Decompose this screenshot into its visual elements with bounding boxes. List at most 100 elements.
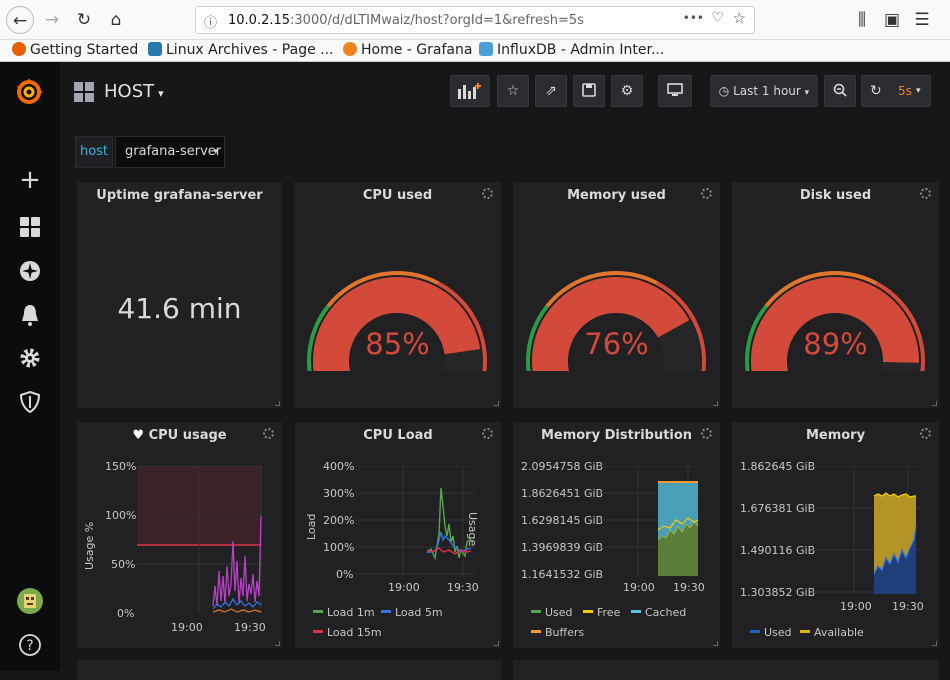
legend-item[interactable]: Load 15m (313, 626, 382, 639)
pocket-icon[interactable]: ♡ (711, 10, 724, 26)
gauge-threshold-band (875, 281, 925, 371)
panel-title[interactable]: Memory (805, 428, 866, 443)
resize-handle[interactable] (275, 401, 280, 406)
save-button[interactable] (573, 75, 605, 107)
bookmark-linux-archives[interactable]: Linux Archives - Page ... (148, 42, 334, 58)
legend-item[interactable]: Used (750, 626, 792, 639)
x-tick: 19:30 (892, 600, 924, 613)
panel-memory-used[interactable]: Memory used 76% (513, 182, 720, 408)
cpu-usage-graph (137, 466, 262, 613)
menu-icon[interactable]: ☰ (914, 10, 930, 30)
help-icon[interactable]: ? (18, 633, 42, 657)
influxdb-favicon-icon (479, 42, 493, 56)
resize-handle[interactable] (713, 401, 718, 406)
view-mode-button[interactable] (658, 75, 692, 107)
gauge-threshold-band (656, 281, 706, 371)
legend-item[interactable]: Buffers (531, 626, 584, 639)
legend-swatch (800, 630, 810, 633)
y-tick: 1.1641532 GiB (521, 568, 604, 581)
legend-item[interactable]: Load 1m (313, 606, 375, 619)
time-picker-button[interactable]: ◷ Last 1 hour ▾ (710, 75, 818, 107)
gauge-threshold-band (764, 271, 878, 308)
gear-icon: ⚙ (620, 83, 634, 99)
x-tick: 19:00 (171, 621, 203, 634)
gauge-center (568, 313, 664, 371)
share-button[interactable]: ⇗ (535, 75, 567, 107)
bookmark-influxdb[interactable]: InfluxDB - Admin Inter... (479, 42, 664, 58)
y-tick: 400% (323, 460, 355, 473)
zoom-out-button[interactable] (824, 75, 856, 107)
grafana-logo-icon[interactable] (13, 76, 45, 108)
star-button[interactable]: ☆ (497, 75, 529, 107)
home-icon[interactable]: ⌂ (110, 10, 122, 30)
host-variable-select[interactable]: grafana-server ▾ (115, 136, 225, 168)
panel-partial-right[interactable] (513, 660, 939, 680)
panel-memory[interactable]: Memory 1.862645 GiB 1.676381 GiB 1.49011… (732, 422, 939, 648)
panel-title[interactable]: Uptime grafana-server (96, 188, 263, 203)
create-icon[interactable]: + (19, 165, 41, 195)
memory-distribution-graph (598, 466, 700, 576)
caret-down-icon: ▾ (916, 86, 921, 96)
y-axis-label: Load (305, 513, 318, 540)
info-icon[interactable]: ⓘ (204, 16, 218, 31)
x-tick: 19:00 (840, 600, 872, 613)
panel-title[interactable]: Memory used (567, 188, 666, 203)
panel-title[interactable]: Memory Distribution (540, 428, 693, 443)
resize-handle[interactable] (932, 401, 937, 406)
refresh-button[interactable]: ↻ 5s ▾ (861, 75, 931, 107)
panel-cpu-used[interactable]: CPU used 85% (294, 182, 501, 408)
legend-item[interactable]: Load 5m (381, 606, 443, 619)
forward-icon[interactable]: → (44, 10, 60, 30)
dashboard-title[interactable]: HOST ▾ (104, 81, 164, 102)
panel-partial-left[interactable] (77, 660, 501, 680)
legend-swatch (313, 630, 323, 633)
clock-icon: ◷ (718, 84, 730, 98)
settings-button[interactable]: ⚙ (611, 75, 643, 107)
panel-title[interactable]: CPU Load (363, 428, 433, 443)
resize-handle[interactable] (932, 641, 937, 646)
browser-toolbar: ← → ↻ ⌂ ⓘ 10.0.2.15:3000/d/dLTIMwaiz/hos… (0, 0, 950, 40)
sidebar-icon[interactable]: ▣ (883, 10, 901, 30)
gauge-value-arc (313, 277, 481, 371)
resize-handle[interactable] (275, 641, 280, 646)
loading-spinner-icon (920, 428, 931, 439)
back-icon[interactable]: ← (6, 6, 34, 34)
gauge-value: 89% (803, 327, 868, 361)
server-admin-shield-icon[interactable] (18, 390, 42, 414)
legend-item[interactable]: Available (800, 626, 864, 639)
bookmark-star-icon[interactable]: ☆ (732, 9, 746, 27)
legend-swatch (750, 630, 760, 633)
share-icon: ⇗ (545, 83, 557, 99)
reload-icon[interactable]: ↻ (76, 10, 92, 30)
user-avatar[interactable] (17, 588, 43, 614)
legend-item[interactable]: Used (531, 606, 573, 619)
cpu-used-gauge (307, 271, 487, 371)
resize-handle[interactable] (494, 641, 499, 646)
panel-title[interactable]: CPU used (362, 188, 433, 203)
explore-compass-icon[interactable] (18, 259, 42, 283)
resize-handle[interactable] (494, 401, 499, 406)
x-tick: 19:00 (623, 581, 655, 594)
caret-down-icon: ▾ (213, 147, 218, 157)
configuration-gear-icon[interactable] (18, 346, 42, 370)
legend-item[interactable]: Free (583, 606, 620, 619)
panel-uptime[interactable]: Uptime grafana-server 41.6 min (77, 182, 282, 408)
url-bar[interactable]: ⓘ 10.0.2.15:3000/d/dLTIMwaiz/host?orgId=… (195, 6, 755, 34)
panel-title[interactable]: ♥ CPU usage (132, 428, 227, 443)
legend-item[interactable]: Cached (631, 606, 686, 619)
panel-title[interactable]: Disk used (799, 188, 872, 203)
dashboards-icon[interactable] (18, 215, 42, 239)
bookmark-home-grafana[interactable]: Home - Grafana (343, 42, 472, 58)
resize-handle[interactable] (713, 641, 718, 646)
panel-cpu-usage[interactable]: ♥ CPU usage Usage % 150% 100% 50% 0% 19:… (77, 422, 282, 648)
panel-disk-used[interactable]: Disk used 89% (732, 182, 939, 408)
y-axis-label: Usage % (83, 521, 96, 570)
alerting-bell-icon[interactable] (18, 303, 42, 327)
add-panel-button[interactable] (450, 75, 490, 107)
panel-memory-distribution[interactable]: Memory Distribution 2.0954758 GiB 1.8626… (513, 422, 720, 648)
library-icon[interactable]: ⫼ (858, 10, 866, 30)
page-actions-icon[interactable]: ••• (682, 11, 704, 25)
save-icon (582, 83, 596, 97)
bookmark-getting-started[interactable]: Getting Started (12, 42, 138, 58)
panel-cpu-load[interactable]: CPU Load Load Usage 400% 300% 200% 100% … (295, 422, 501, 648)
